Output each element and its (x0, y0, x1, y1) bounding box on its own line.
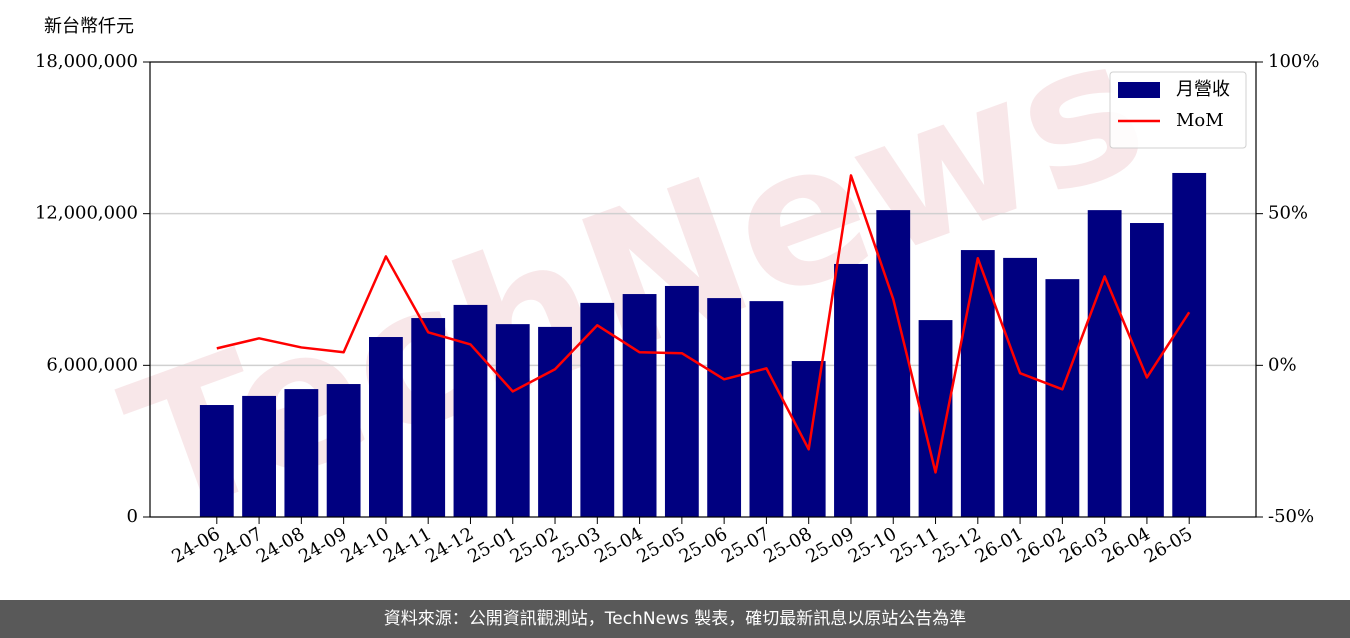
y-tick-label: 18,000,000 (35, 51, 138, 72)
legend-swatch (1118, 82, 1160, 98)
bar (1045, 279, 1080, 517)
bar (580, 302, 615, 517)
bar (284, 389, 319, 517)
bar (495, 324, 530, 517)
bar (369, 337, 403, 517)
y-tick-label: 0 (127, 506, 138, 527)
legend-label: MoM (1176, 110, 1224, 131)
legend-label: 月營收 (1176, 79, 1230, 100)
bar (664, 285, 699, 517)
chart: 新台幣仟元 TechNews06,000,00012,000,00018,000… (35, 0, 1320, 568)
bar (749, 301, 784, 517)
y-tick-label: 6,000,000 (46, 354, 138, 375)
y2-tick-label: 100% (1268, 51, 1319, 72)
bar (834, 263, 868, 517)
y2-tick-label: -50% (1268, 506, 1314, 527)
bar (960, 250, 995, 518)
mom-line (216, 174, 1191, 474)
bar (326, 384, 361, 517)
legend: 月營收 MoM (1109, 71, 1247, 149)
bar (242, 395, 276, 517)
y-axis-label: 新台幣仟元 (44, 16, 134, 37)
y2-tick-label: 50% (1268, 203, 1308, 224)
y2-tick-label: 0% (1268, 354, 1297, 375)
bar (1003, 257, 1037, 517)
plot-frame (149, 61, 1257, 518)
bar (876, 210, 911, 517)
bar (707, 298, 742, 517)
bar (1130, 223, 1164, 517)
bar (411, 318, 446, 517)
x-tick-label: 26-05 (1141, 523, 1196, 567)
bar (1172, 172, 1207, 517)
bar (199, 405, 234, 517)
bar (622, 294, 657, 517)
bar (791, 361, 826, 517)
bar (453, 304, 488, 517)
bar (1087, 210, 1122, 517)
y-tick-label: 12,000,000 (35, 203, 138, 224)
source-note: 資料來源：公開資訊觀測站，TechNews 製表，確切最新訊息以原站公告為準 (0, 600, 1350, 638)
